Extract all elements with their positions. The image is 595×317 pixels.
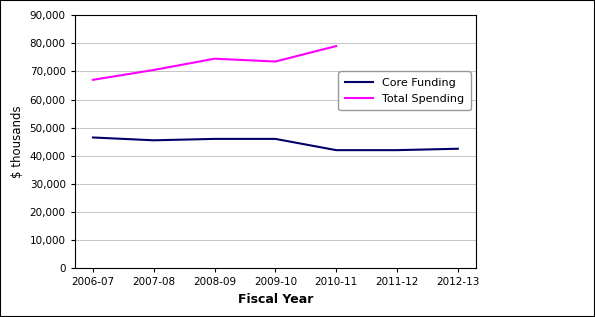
Total Spending — [272, 60, 279, 63]
Core Funding — [454, 147, 461, 151]
Core Funding — [150, 139, 157, 142]
Line: Core Funding: Core Funding — [93, 138, 458, 150]
X-axis label: Fiscal Year: Fiscal Year — [237, 293, 313, 306]
Core Funding — [89, 136, 96, 139]
Core Funding — [211, 137, 218, 141]
Core Funding — [333, 148, 340, 152]
Total Spending — [150, 68, 157, 72]
Line: Total Spending: Total Spending — [93, 46, 336, 80]
Total Spending — [211, 57, 218, 61]
Total Spending — [89, 78, 96, 82]
Core Funding — [393, 148, 400, 152]
Core Funding — [272, 137, 279, 141]
Y-axis label: $ thousands: $ thousands — [11, 105, 24, 178]
Legend: Core Funding, Total Spending: Core Funding, Total Spending — [339, 71, 471, 110]
Total Spending — [333, 44, 340, 48]
